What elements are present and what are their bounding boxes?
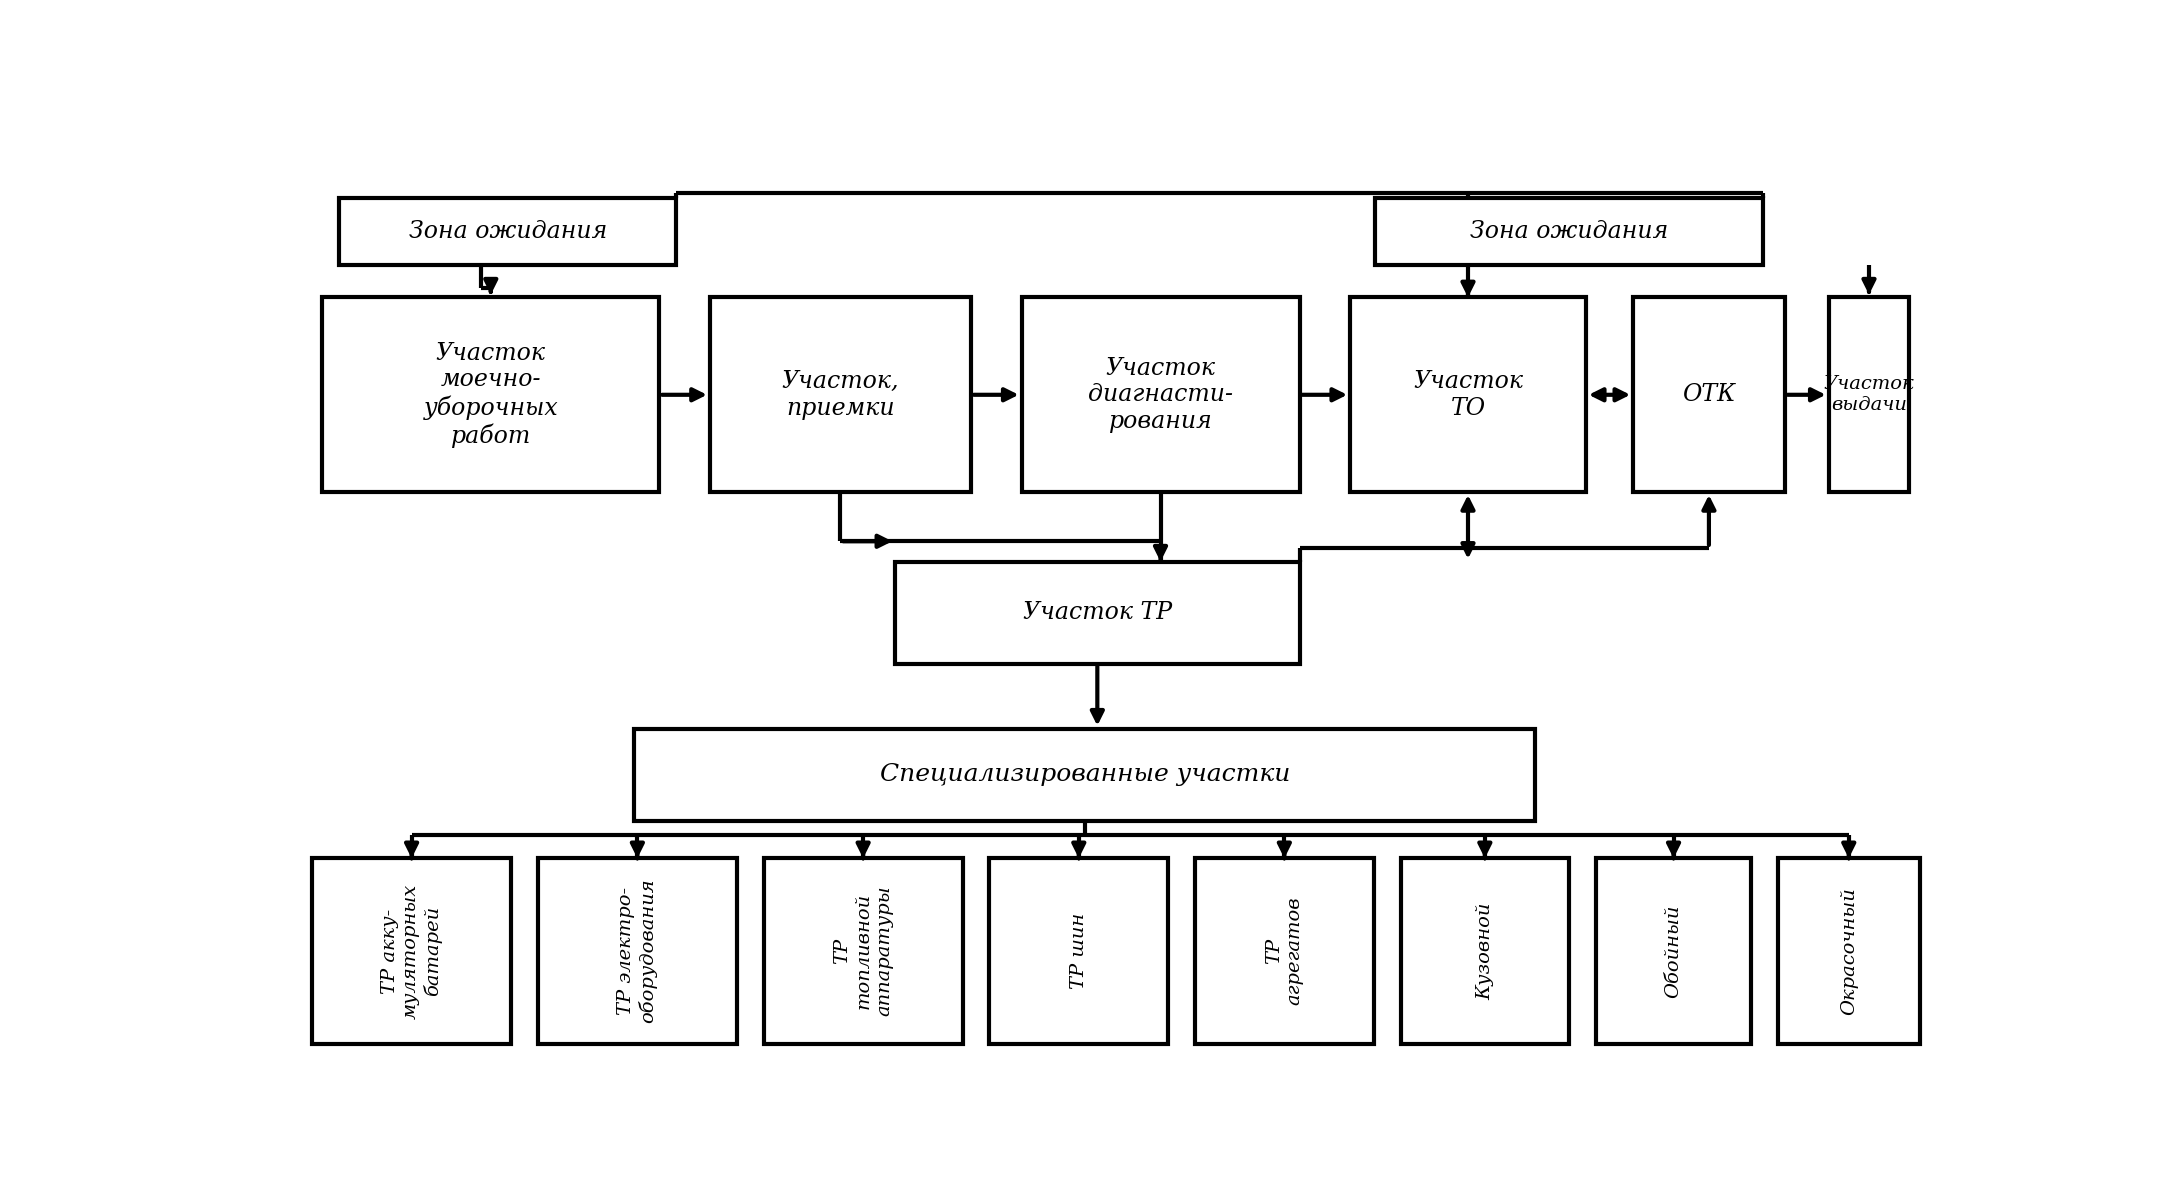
FancyBboxPatch shape	[635, 728, 1535, 821]
FancyBboxPatch shape	[1376, 199, 1763, 265]
Text: Окрасочный: Окрасочный	[1839, 887, 1859, 1015]
FancyBboxPatch shape	[1350, 297, 1587, 492]
FancyBboxPatch shape	[322, 297, 659, 492]
FancyBboxPatch shape	[1196, 858, 1374, 1044]
FancyBboxPatch shape	[1400, 858, 1570, 1044]
Text: Участок
диагнасти-
рования: Участок диагнасти- рования	[1087, 356, 1233, 433]
Text: Кузовной: Кузовной	[1476, 902, 1494, 999]
Text: Участок
выдачи: Участок выдачи	[1824, 376, 1915, 414]
Text: Специализированные участки: Специализированные участки	[880, 763, 1289, 786]
Text: Участок,
приемки: Участок, приемки	[783, 370, 900, 419]
FancyBboxPatch shape	[709, 297, 972, 492]
Text: Зона ожидания: Зона ожидания	[409, 220, 607, 243]
Text: ТР акку-
муляторных
батарей: ТР акку- муляторных батарей	[380, 884, 441, 1019]
Text: Участок
моечно-
уборочных
работ: Участок моечно- уборочных работ	[424, 342, 559, 448]
FancyBboxPatch shape	[1596, 858, 1750, 1044]
Text: Участок
ТО: Участок ТО	[1413, 370, 1524, 419]
FancyBboxPatch shape	[1633, 297, 1785, 492]
FancyBboxPatch shape	[1828, 297, 1909, 492]
FancyBboxPatch shape	[896, 561, 1300, 663]
Text: ТР шин: ТР шин	[1070, 913, 1087, 990]
Text: Участок ТР: Участок ТР	[1022, 601, 1172, 624]
FancyBboxPatch shape	[537, 858, 737, 1044]
Text: Обойный: Обойный	[1665, 904, 1683, 998]
Text: ТР электро-
оборудования: ТР электро- оборудования	[617, 879, 657, 1023]
Text: ТР
агрегатов: ТР агрегатов	[1265, 897, 1304, 1005]
FancyBboxPatch shape	[763, 858, 963, 1044]
Text: Зона ожидания: Зона ожидания	[1470, 220, 1667, 243]
FancyBboxPatch shape	[989, 858, 1167, 1044]
FancyBboxPatch shape	[1022, 297, 1300, 492]
Text: ТР
топливной
аппаратуры: ТР топливной аппаратуры	[833, 886, 894, 1016]
FancyBboxPatch shape	[339, 199, 676, 265]
FancyBboxPatch shape	[1778, 858, 1920, 1044]
FancyBboxPatch shape	[313, 858, 511, 1044]
Text: ОТК: ОТК	[1683, 383, 1735, 406]
